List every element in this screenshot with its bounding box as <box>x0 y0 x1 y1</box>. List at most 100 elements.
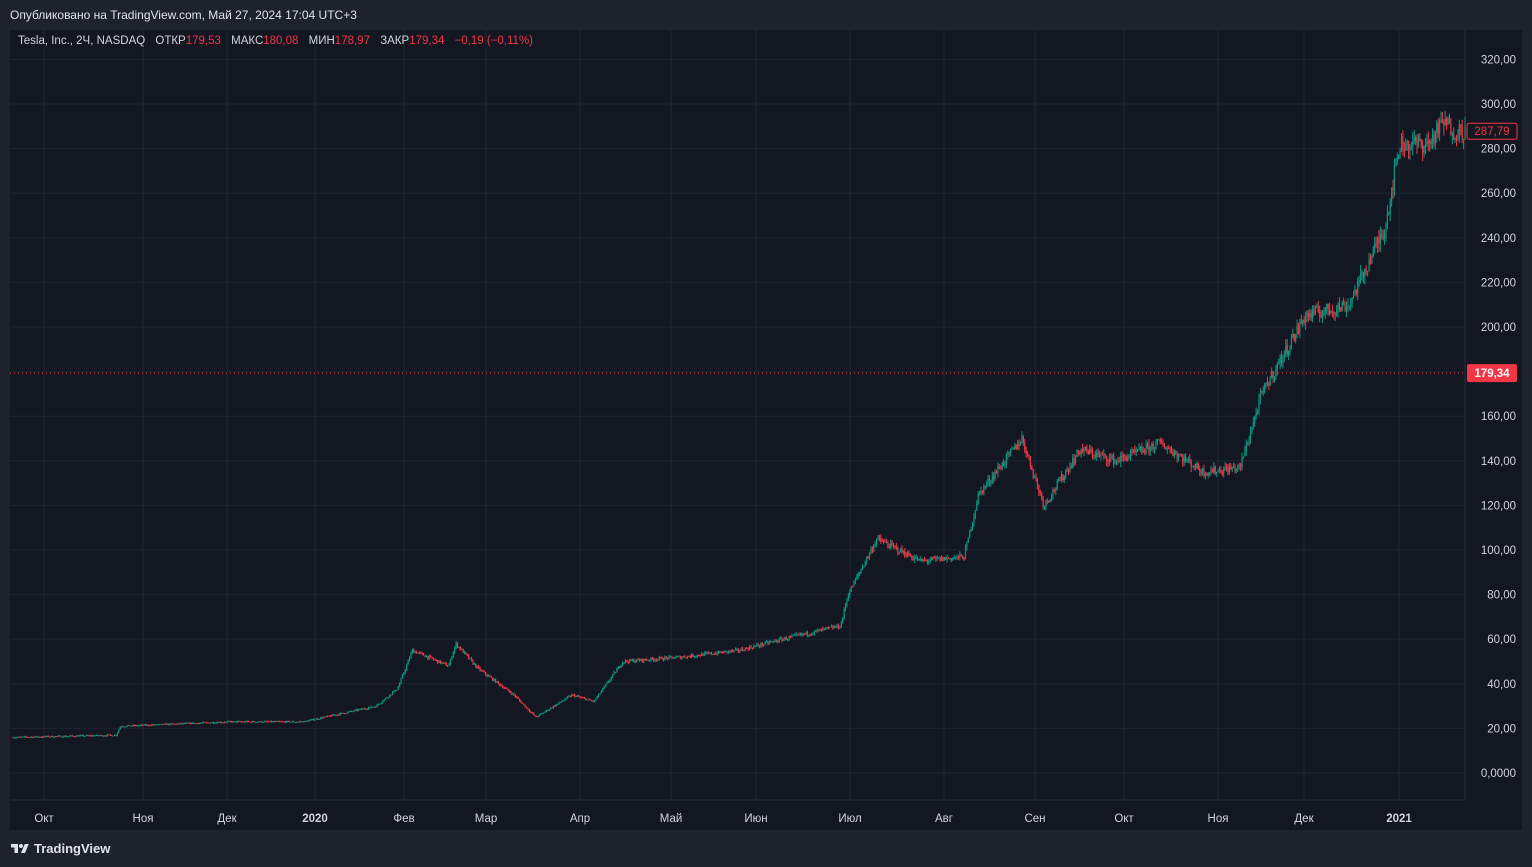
candle-body <box>1056 481 1058 490</box>
candle-body <box>1001 462 1003 469</box>
candle-body <box>260 721 262 723</box>
candle-body <box>1004 463 1006 465</box>
candle-body <box>112 735 114 737</box>
candle-body <box>705 652 707 654</box>
candle-body <box>912 558 914 560</box>
candle-body <box>1121 455 1123 458</box>
candle-body <box>1335 310 1338 314</box>
x-tick-label: Май <box>660 813 683 825</box>
candle-body <box>219 721 222 723</box>
chart-panel[interactable]: 0,0000 20,00 40,00 60,00 80,00 100,00 120,00 14… <box>10 30 1522 830</box>
open-label: ОТКР <box>155 35 186 47</box>
candle-body <box>861 566 864 570</box>
candle-body <box>70 735 72 737</box>
candle-body <box>462 649 464 653</box>
candle-body <box>1067 469 1070 472</box>
candle-body <box>276 721 278 723</box>
candle-body <box>355 709 357 711</box>
y-tick-label: 100,00 <box>1481 545 1516 557</box>
candle-body <box>125 726 127 728</box>
candle-body <box>1230 466 1232 470</box>
candle-body <box>1194 467 1197 469</box>
candle-body <box>238 721 240 723</box>
candle-body <box>949 558 951 560</box>
candle-body <box>617 666 619 670</box>
candle-body <box>360 708 363 710</box>
candle-body <box>802 633 804 635</box>
candle-body <box>171 723 174 725</box>
x-tick-label: Дек <box>217 813 237 825</box>
candle-body <box>67 736 69 738</box>
candle-body <box>730 650 732 652</box>
candle-body <box>991 476 993 482</box>
footer-bar: TradingView <box>0 830 1532 867</box>
candle-body <box>1237 465 1239 469</box>
candle-body <box>1455 139 1458 141</box>
candle-body <box>84 735 86 737</box>
candle-body <box>558 702 560 704</box>
candle-body <box>699 655 701 657</box>
candle-body <box>1235 468 1238 471</box>
candle-body <box>286 721 288 723</box>
candle-body <box>1080 448 1082 454</box>
candle-body <box>407 660 409 665</box>
candle-body <box>1446 118 1448 125</box>
candle-body <box>51 735 54 738</box>
candle-body <box>733 649 735 652</box>
candle-body <box>980 490 982 492</box>
candle-body <box>500 685 502 687</box>
candle-body <box>1129 451 1132 457</box>
candle-body <box>314 719 316 721</box>
candle-body <box>13 737 16 739</box>
candle-body <box>995 472 998 474</box>
candle-body <box>487 675 490 677</box>
tradingview-logo[interactable]: TradingView <box>10 841 110 856</box>
candle-body <box>672 657 674 659</box>
candlestick-chart[interactable]: 0,0000 20,00 40,00 60,00 80,00 100,00 120,00 14… <box>10 30 1522 830</box>
candle-body <box>123 726 126 728</box>
candle-body <box>1211 470 1214 473</box>
candle-body <box>902 550 904 553</box>
candle-body <box>1100 454 1102 456</box>
candle-body <box>154 724 157 726</box>
candle-body <box>1053 489 1055 491</box>
candle-body <box>1118 461 1120 463</box>
candle-body <box>864 562 866 566</box>
candle-body <box>342 712 344 714</box>
candle-body <box>1048 501 1050 503</box>
candle-body <box>836 624 838 628</box>
candle-body <box>1214 466 1216 474</box>
candle-body <box>32 736 34 738</box>
candle-body <box>550 707 552 710</box>
candle-body <box>973 515 975 524</box>
candle-body <box>367 707 370 709</box>
candle-body <box>1375 243 1377 246</box>
candle-body <box>1155 442 1157 449</box>
candle-body <box>701 653 703 656</box>
candle-body <box>1302 319 1304 324</box>
candle-body <box>99 735 102 737</box>
candle-body <box>228 721 230 723</box>
candle-body <box>1093 455 1095 457</box>
candle-body <box>935 557 937 559</box>
candle-body <box>1354 289 1356 296</box>
candle-body <box>66 736 68 738</box>
candle-body <box>370 706 373 708</box>
candle-body <box>895 546 897 548</box>
candle-body <box>1303 319 1305 323</box>
x-tick-label: Ноя <box>1208 813 1229 825</box>
candle-body <box>1168 447 1170 449</box>
candle-body <box>774 640 776 642</box>
candle-body <box>1177 455 1180 458</box>
candle-body <box>1046 500 1048 502</box>
candle-body <box>281 721 284 723</box>
candle-body <box>132 725 134 727</box>
candle-body <box>1227 468 1229 473</box>
candle-body <box>389 694 391 698</box>
candle-body <box>589 699 591 701</box>
candle-body <box>908 552 910 556</box>
candle-body <box>897 547 899 553</box>
candle-body <box>658 657 660 660</box>
candle-body <box>1268 384 1270 386</box>
candle-body <box>1427 140 1429 144</box>
